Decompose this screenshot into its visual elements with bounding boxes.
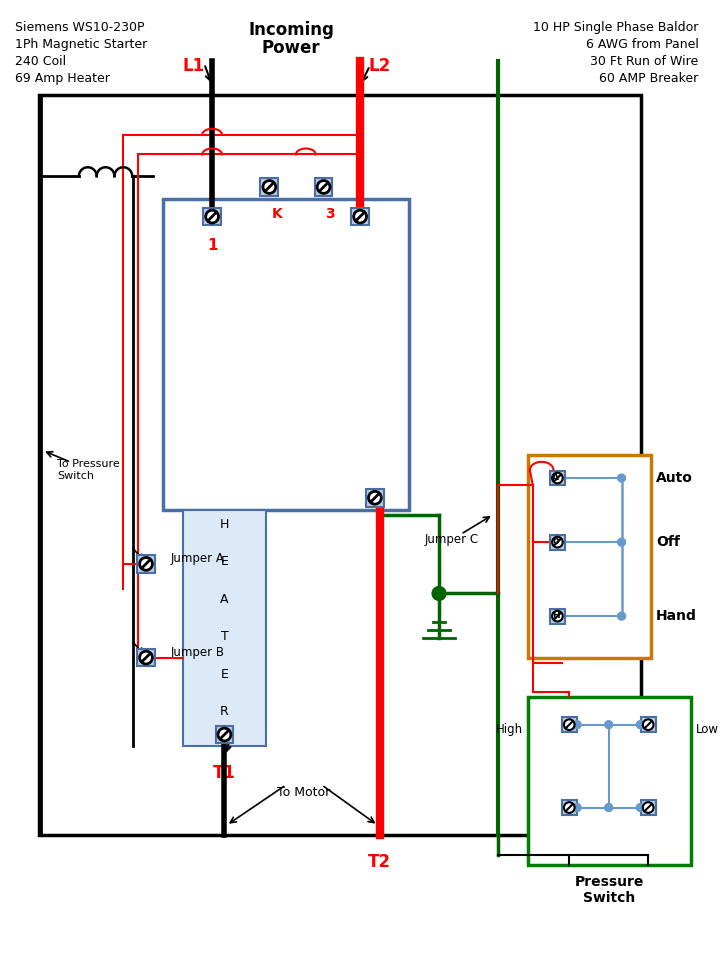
Text: Incoming: Incoming <box>248 21 334 39</box>
Circle shape <box>618 539 626 546</box>
Circle shape <box>618 474 626 482</box>
Text: 60 AMP Breaker: 60 AMP Breaker <box>599 72 698 84</box>
Text: High: High <box>496 723 523 736</box>
Circle shape <box>636 721 644 729</box>
Text: 6 AWG from Panel: 6 AWG from Panel <box>585 38 698 51</box>
Circle shape <box>643 803 654 813</box>
Text: E: E <box>220 668 228 681</box>
Circle shape <box>605 804 613 811</box>
Circle shape <box>573 721 581 729</box>
Circle shape <box>140 651 153 664</box>
Text: To Pressure
Switch: To Pressure Switch <box>57 459 120 481</box>
Bar <box>137 649 155 666</box>
Circle shape <box>573 804 581 811</box>
Text: A: A <box>220 593 229 606</box>
Bar <box>163 199 410 510</box>
Bar <box>215 726 233 743</box>
Bar <box>528 697 690 865</box>
Circle shape <box>206 210 218 223</box>
Circle shape <box>318 180 330 193</box>
Circle shape <box>636 804 644 811</box>
Bar <box>351 207 369 226</box>
Text: Hand: Hand <box>656 610 697 623</box>
Text: Power: Power <box>262 39 320 57</box>
Circle shape <box>643 719 654 730</box>
Text: Jumper C: Jumper C <box>424 533 478 545</box>
Text: Jumper A: Jumper A <box>171 552 225 565</box>
Bar <box>315 179 333 196</box>
Text: 30 Ft Run of Wire: 30 Ft Run of Wire <box>590 55 698 68</box>
Circle shape <box>605 721 613 729</box>
Bar <box>641 800 656 815</box>
Text: o: o <box>552 537 559 546</box>
Text: Auto: Auto <box>656 471 693 485</box>
Bar <box>366 489 384 507</box>
Text: 69 Amp Heater: 69 Amp Heater <box>15 72 109 84</box>
Text: A: A <box>552 472 559 482</box>
Text: K: K <box>271 206 282 221</box>
Bar <box>562 717 577 732</box>
Circle shape <box>618 612 626 620</box>
Text: 1Ph Magnetic Starter: 1Ph Magnetic Starter <box>15 38 147 51</box>
Circle shape <box>369 492 382 504</box>
Text: Off: Off <box>656 535 680 549</box>
Bar <box>203 207 221 226</box>
Text: Siemens WS10-230P: Siemens WS10-230P <box>15 21 144 35</box>
Bar <box>562 800 577 815</box>
Circle shape <box>564 719 575 730</box>
Bar <box>641 717 656 732</box>
Circle shape <box>552 537 563 547</box>
Text: Pressure
Switch: Pressure Switch <box>575 875 644 905</box>
Bar <box>550 470 564 486</box>
Circle shape <box>552 472 563 483</box>
Bar <box>183 510 266 746</box>
Text: To Motor: To Motor <box>277 786 330 800</box>
Text: H: H <box>220 517 229 531</box>
Text: 3: 3 <box>325 206 336 221</box>
Text: R: R <box>220 706 229 718</box>
Circle shape <box>552 611 563 621</box>
Text: 1: 1 <box>207 238 217 253</box>
Bar <box>528 455 651 658</box>
Text: T1: T1 <box>213 764 236 782</box>
Text: Jumper B: Jumper B <box>171 646 225 660</box>
Text: 240 Coil: 240 Coil <box>15 55 66 68</box>
Circle shape <box>218 728 231 741</box>
Text: T: T <box>220 631 228 643</box>
Circle shape <box>432 587 446 600</box>
Text: H: H <box>552 611 559 619</box>
Circle shape <box>564 803 575 813</box>
Text: Low: Low <box>696 723 719 736</box>
Text: L1: L1 <box>182 57 204 75</box>
Circle shape <box>354 210 366 223</box>
Bar <box>261 179 278 196</box>
Text: 10 HP Single Phase Baldor: 10 HP Single Phase Baldor <box>533 21 698 35</box>
Text: T2: T2 <box>369 852 392 871</box>
Bar <box>40 95 642 835</box>
Text: L2: L2 <box>368 57 390 75</box>
Bar <box>137 555 155 573</box>
Bar <box>550 535 564 549</box>
Text: E: E <box>220 556 228 568</box>
Circle shape <box>140 558 153 570</box>
Circle shape <box>263 180 276 193</box>
Bar <box>550 609 564 624</box>
